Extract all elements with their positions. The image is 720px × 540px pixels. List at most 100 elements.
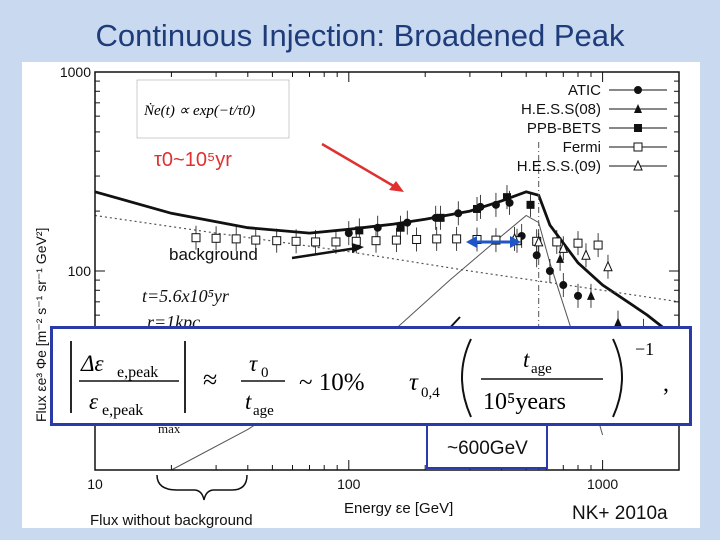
tau-arrow: [321, 142, 398, 190]
right-paren: [612, 338, 623, 418]
lhs-numerator: Δε: [80, 351, 104, 376]
fermi-point: [231, 234, 241, 244]
fermi-point: [311, 237, 321, 247]
legend: ATIC H.E.S.S(08) PPB-BETS Fermi H.E.S.S.(09): [517, 82, 667, 175]
fermi-point: [191, 233, 201, 243]
fermi-point: [552, 237, 562, 247]
fermi-point: [251, 235, 261, 245]
figure-panel: 10 100 1000 100 1000 Ṅe(t) ∝ exp(−t/τ0) τ0~1…: [22, 62, 700, 529]
fermi-point: [491, 235, 501, 245]
lhs-denominator-sub: e,peak: [102, 402, 143, 419]
fermi-point: [452, 234, 462, 244]
atic-point: [373, 223, 382, 232]
broadening-formula: Δε e,peak ε e,peak ≈ τ 0 t age ~ 10% τ 0…: [70, 338, 669, 419]
age-label: t=5.6x10⁵yr: [142, 286, 230, 306]
flux-without-background-label: Flux without background: [90, 512, 253, 528]
legend-marker-h-e-s-s-09-: [633, 159, 643, 171]
left-paren: [461, 338, 472, 418]
middle-denominator-sub: age: [253, 403, 274, 419]
ppb-bets-point: [436, 213, 445, 222]
ppb-bets-point: [502, 193, 511, 202]
slide-title: Continuous Injection: Broadened Peak: [95, 18, 625, 53]
data-points: [191, 185, 648, 343]
fermi-point: [371, 236, 381, 246]
h-e-s-s-08--point: [586, 290, 595, 300]
h-e-s-s-09--point: [533, 235, 544, 247]
peak-arrow-right-head: [510, 236, 521, 248]
x-tick-label: 10: [87, 476, 103, 492]
curve-total-model: [94, 190, 680, 342]
fermi-point: [412, 234, 422, 244]
paren-numerator: t: [523, 347, 530, 372]
annotation-arrows: [291, 142, 521, 333]
fermi-point: [331, 237, 341, 247]
peak-arrow-left-head: [466, 236, 477, 248]
legend-label-h-e-s-s-09-: H.E.S.S.(09): [517, 158, 601, 175]
legend-label-atic: ATIC: [568, 82, 601, 99]
credit-label: NK+ 2010a: [572, 503, 668, 524]
legend-marker-h-e-s-s-08-: [634, 104, 642, 113]
middle-denominator: t: [245, 389, 252, 414]
tau0-label: τ0~10⁵yr: [154, 149, 232, 171]
injection-formula: Ṅe(t) ∝ exp(−t/τ0): [143, 103, 255, 119]
atic-point: [454, 209, 463, 218]
atic-point: [403, 218, 412, 227]
lhs-denominator: ε: [89, 389, 99, 414]
peak-energy-box: [426, 423, 548, 469]
atic-point: [559, 281, 568, 290]
fermi-point: [573, 238, 583, 248]
legend-label-fermi: Fermi: [563, 139, 601, 156]
y-tick-label: 1000: [60, 64, 91, 80]
tau-factor: τ: [409, 369, 419, 396]
broadening-formula-box: Δε e,peak ε e,peak ≈ τ 0 t age ~ 10% τ 0…: [50, 326, 692, 426]
tau-arrow-head: [389, 181, 404, 192]
y-tick-label: 100: [68, 263, 92, 279]
fermi-point: [291, 236, 301, 246]
fermi-point: [593, 240, 603, 250]
exponent: −1: [635, 339, 654, 359]
axes: 10 100 1000 100 1000: [60, 64, 680, 492]
flux-chart: 10 100 1000 100 1000 Ṅe(t) ∝ exp(−t/τ0) τ0~1…: [33, 64, 680, 529]
tau-factor-sub: 0,4: [421, 385, 440, 401]
legend-marker-atic: [634, 86, 642, 94]
brace: [156, 474, 248, 501]
legend-marker-ppb-bets: [634, 124, 642, 132]
y-axis-title: Flux εe³ Φe [m⁻² s⁻¹ sr⁻¹ GeV²]: [33, 228, 49, 422]
atic-point: [545, 267, 554, 275]
atic-point: [344, 229, 353, 238]
fermi-point: [272, 236, 282, 246]
background-arrow: [291, 246, 358, 260]
x-axis-title: Energy εe [GeV]: [344, 500, 453, 517]
h-e-s-s-09--point: [581, 249, 591, 260]
fermi-point: [432, 234, 442, 244]
ppb-bets-point: [526, 200, 535, 209]
injection-formula-box: [136, 79, 290, 139]
middle-numerator-sub: 0: [261, 365, 269, 381]
h-e-s-s-09--point: [558, 242, 569, 253]
x-tick-label: 100: [337, 476, 361, 492]
ppb-bets-point: [473, 204, 482, 213]
legend-label-h-e-s-s-08-: H.E.S.S(08): [521, 101, 601, 118]
paren-numerator-sub: age: [531, 361, 552, 377]
h-e-s-s-08--point: [614, 317, 623, 327]
x-tick-label: 1000: [587, 476, 618, 492]
middle-numerator: τ: [249, 351, 258, 376]
atic-point: [574, 291, 583, 300]
peak-energy-label: ~600GeV: [447, 438, 528, 459]
tilde-percent: ~ 10%: [299, 369, 365, 396]
ppb-bets-point: [396, 223, 405, 232]
background-arrow-head: [352, 243, 364, 253]
legend-label-ppb-bets: PPB-BETS: [527, 120, 601, 137]
background-label: background: [169, 245, 258, 264]
atic-point: [491, 200, 500, 209]
fermi-point: [211, 233, 221, 243]
h-e-s-s-08--point: [556, 253, 565, 263]
approx-sign: ≈: [203, 365, 217, 394]
h-e-s-s-09--point: [603, 260, 613, 272]
legend-marker-fermi: [633, 142, 643, 152]
paren-denominator: 10⁵years: [483, 389, 566, 415]
ppb-bets-point: [355, 226, 364, 235]
fermi-point: [391, 235, 401, 245]
lhs-numerator-sub: e,peak: [117, 364, 158, 381]
trailing-comma: ,: [663, 371, 669, 397]
